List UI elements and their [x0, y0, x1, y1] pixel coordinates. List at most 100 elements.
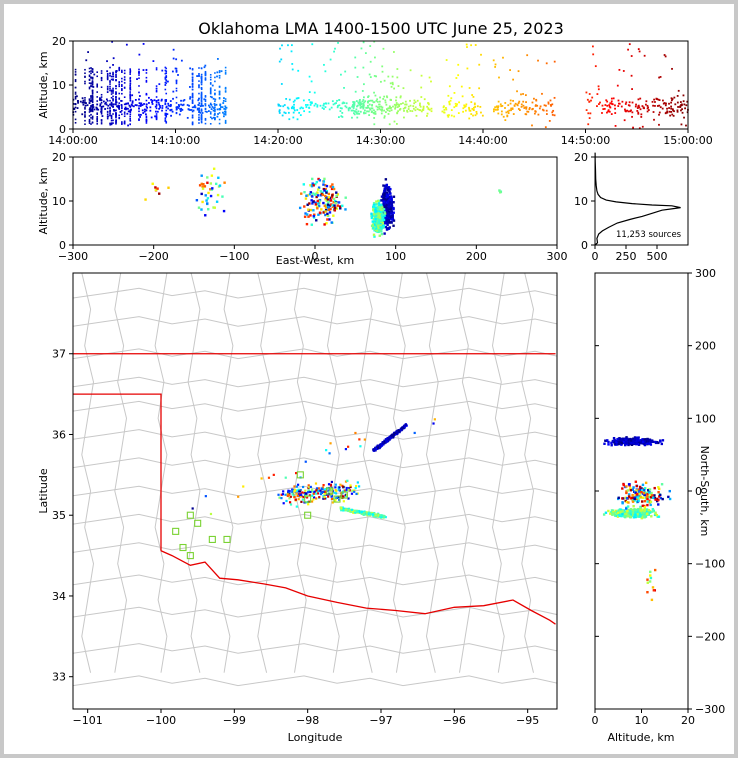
- source-point: [175, 70, 178, 72]
- source-point: [164, 119, 167, 122]
- source-point: [109, 83, 111, 85]
- source-point: [328, 452, 331, 455]
- source-point: [150, 98, 153, 101]
- source-point: [680, 109, 682, 112]
- source-point: [292, 494, 295, 497]
- source-point: [288, 118, 291, 121]
- source-point: [139, 116, 141, 118]
- source-point: [191, 99, 194, 102]
- source-point: [167, 102, 170, 105]
- source-point: [281, 493, 285, 496]
- source-point: [304, 212, 307, 215]
- source-point: [100, 93, 103, 96]
- source-point: [663, 54, 666, 56]
- source-point: [91, 108, 94, 111]
- map-xlabel: Longitude: [288, 731, 343, 744]
- source-point: [145, 79, 148, 82]
- source-point: [121, 109, 123, 112]
- source-point: [165, 72, 168, 75]
- source-point: [330, 106, 333, 109]
- source-point: [304, 460, 307, 463]
- county-line: [73, 287, 557, 299]
- source-point: [356, 112, 358, 115]
- source-point: [161, 107, 164, 109]
- source-point: [74, 121, 77, 124]
- source-point: [402, 425, 406, 428]
- source-point: [377, 202, 381, 205]
- source-point: [119, 111, 122, 113]
- source-point: [109, 122, 111, 125]
- source-point: [610, 443, 613, 447]
- source-point: [106, 60, 108, 63]
- source-point: [139, 104, 142, 106]
- source-point: [145, 93, 148, 96]
- source-point: [355, 100, 358, 102]
- source-point: [91, 101, 94, 104]
- source-point: [382, 515, 385, 519]
- source-point: [297, 498, 300, 501]
- source-point: [660, 483, 664, 486]
- source-point: [517, 70, 520, 73]
- source-point: [524, 106, 527, 109]
- source-point: [623, 514, 626, 518]
- source-point: [318, 198, 322, 202]
- source-point: [635, 103, 637, 106]
- source-point: [389, 435, 392, 438]
- source-point: [169, 109, 172, 111]
- source-point: [411, 110, 414, 113]
- source-point: [91, 100, 94, 103]
- source-point: [382, 205, 386, 209]
- source-point: [201, 200, 204, 204]
- source-point: [118, 66, 121, 69]
- source-point: [659, 496, 662, 500]
- source-point: [522, 104, 525, 107]
- source-point: [287, 489, 290, 492]
- source-point: [400, 427, 403, 430]
- source-point: [96, 120, 99, 123]
- source-point: [414, 101, 417, 104]
- source-point: [671, 67, 673, 70]
- source-point: [378, 515, 381, 518]
- source-point: [552, 109, 555, 112]
- source-point: [91, 94, 94, 97]
- source-point: [88, 74, 91, 77]
- source-point: [330, 221, 333, 224]
- source-point: [646, 437, 649, 441]
- source-point: [165, 67, 168, 70]
- source-point: [112, 122, 114, 124]
- source-point: [400, 103, 402, 105]
- source-point: [213, 206, 216, 209]
- source-point: [121, 123, 123, 125]
- source-point: [520, 103, 523, 106]
- source-point: [316, 202, 319, 206]
- source-point: [323, 495, 326, 498]
- source-point: [317, 489, 320, 493]
- source-point: [497, 105, 500, 108]
- x-tick-label: 14:10:00: [151, 134, 200, 147]
- source-point: [74, 86, 77, 89]
- source-point: [352, 509, 355, 512]
- source-point: [627, 514, 630, 517]
- source-point: [396, 106, 399, 108]
- source-point: [658, 111, 661, 114]
- source-point: [214, 89, 216, 91]
- source-point: [180, 99, 182, 102]
- source-point: [649, 443, 653, 446]
- source-point: [197, 99, 200, 102]
- source-point: [638, 514, 641, 517]
- source-point: [74, 95, 77, 98]
- source-point: [458, 101, 460, 104]
- source-point: [201, 112, 204, 114]
- source-point: [323, 492, 326, 496]
- source-point: [340, 73, 342, 76]
- y-tick-label: 35: [52, 509, 66, 522]
- source-point: [377, 210, 381, 214]
- source-point: [90, 109, 92, 112]
- source-point: [379, 225, 382, 228]
- source-point: [88, 120, 91, 123]
- source-point: [651, 496, 655, 499]
- x-tick-label: 14:30:00: [356, 134, 405, 147]
- source-point: [129, 117, 131, 120]
- source-point: [109, 89, 111, 92]
- source-point: [472, 106, 475, 109]
